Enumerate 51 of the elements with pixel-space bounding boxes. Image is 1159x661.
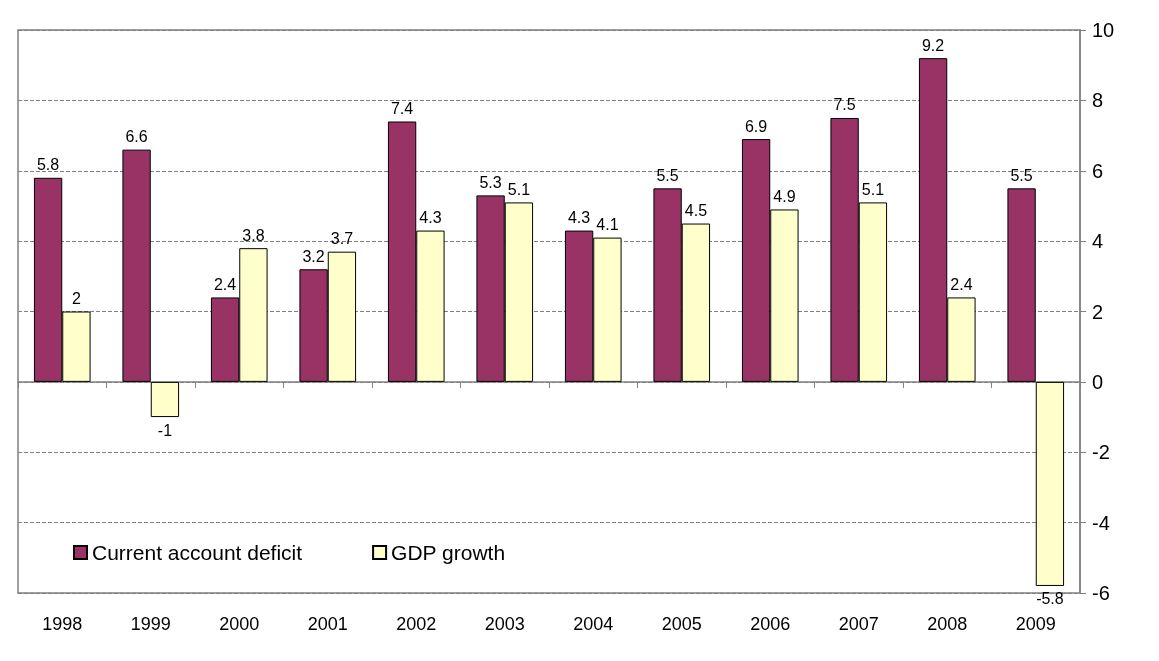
bar [1035, 381, 1065, 586]
bar [150, 381, 180, 418]
data-label: 2.4 [213, 275, 237, 293]
data-label: 4.3 [567, 209, 591, 227]
data-label: 7.5 [833, 96, 856, 114]
y-tick-label: -2 [1092, 441, 1110, 464]
y-tick-label: 10 [1092, 19, 1115, 41]
x-tick-label: 2008 [927, 614, 968, 634]
data-label: 4.5 [684, 202, 708, 220]
x-tick-label: 2007 [838, 614, 879, 634]
x-tick-label: 2005 [661, 614, 702, 634]
data-label: 5.1 [861, 180, 885, 198]
data-label: 5.5 [656, 166, 679, 184]
data-label: 3.7 [330, 230, 354, 248]
legend-label: GDP growth [391, 541, 506, 564]
data-label: 4.9 [773, 187, 796, 205]
x-tick-label: 2006 [750, 614, 791, 634]
data-label: 2.4 [950, 275, 973, 293]
data-label: 3.8 [242, 226, 265, 244]
data-label: -1 [157, 421, 173, 439]
legend-label: Current account deficit [92, 541, 303, 564]
data-label: 9.2 [921, 36, 945, 54]
data-label: 3.2 [302, 247, 325, 265]
x-tick-label: 2000 [219, 614, 260, 634]
x-tick-label: 1999 [130, 614, 171, 634]
x-tick-label: 2009 [1015, 614, 1056, 634]
y-tick-label: 4 [1092, 230, 1104, 253]
data-label: 5.5 [1010, 166, 1033, 184]
bar [122, 149, 151, 382]
data-label: 5.1 [507, 180, 531, 198]
x-tick-label: 2003 [484, 614, 525, 634]
y-tick-label: 6 [1092, 159, 1104, 182]
data-label: 7.4 [390, 99, 414, 117]
bar [1007, 188, 1036, 382]
data-label: 6.9 [744, 117, 768, 135]
data-label: 5.3 [479, 173, 502, 191]
data-label: 6.6 [125, 128, 148, 146]
data-label: 2 [71, 290, 81, 307]
y-tick-label: 2 [1092, 300, 1104, 323]
x-tick-label: 2001 [307, 614, 348, 634]
data-label: 4.3 [419, 209, 442, 227]
data-label: 5.8 [36, 156, 60, 174]
data-label: -5.8 [1036, 590, 1064, 608]
x-tick-label: 2004 [573, 614, 614, 634]
x-tick-label: 1998 [42, 614, 83, 634]
x-tick-label: 2002 [396, 614, 437, 634]
y-tick-label: 8 [1092, 89, 1104, 112]
y-tick-label: -4 [1092, 511, 1110, 534]
y-tick-label: 0 [1092, 370, 1104, 393]
data-label: 4.1 [596, 216, 619, 234]
y-tick-label: -6 [1092, 582, 1110, 604]
